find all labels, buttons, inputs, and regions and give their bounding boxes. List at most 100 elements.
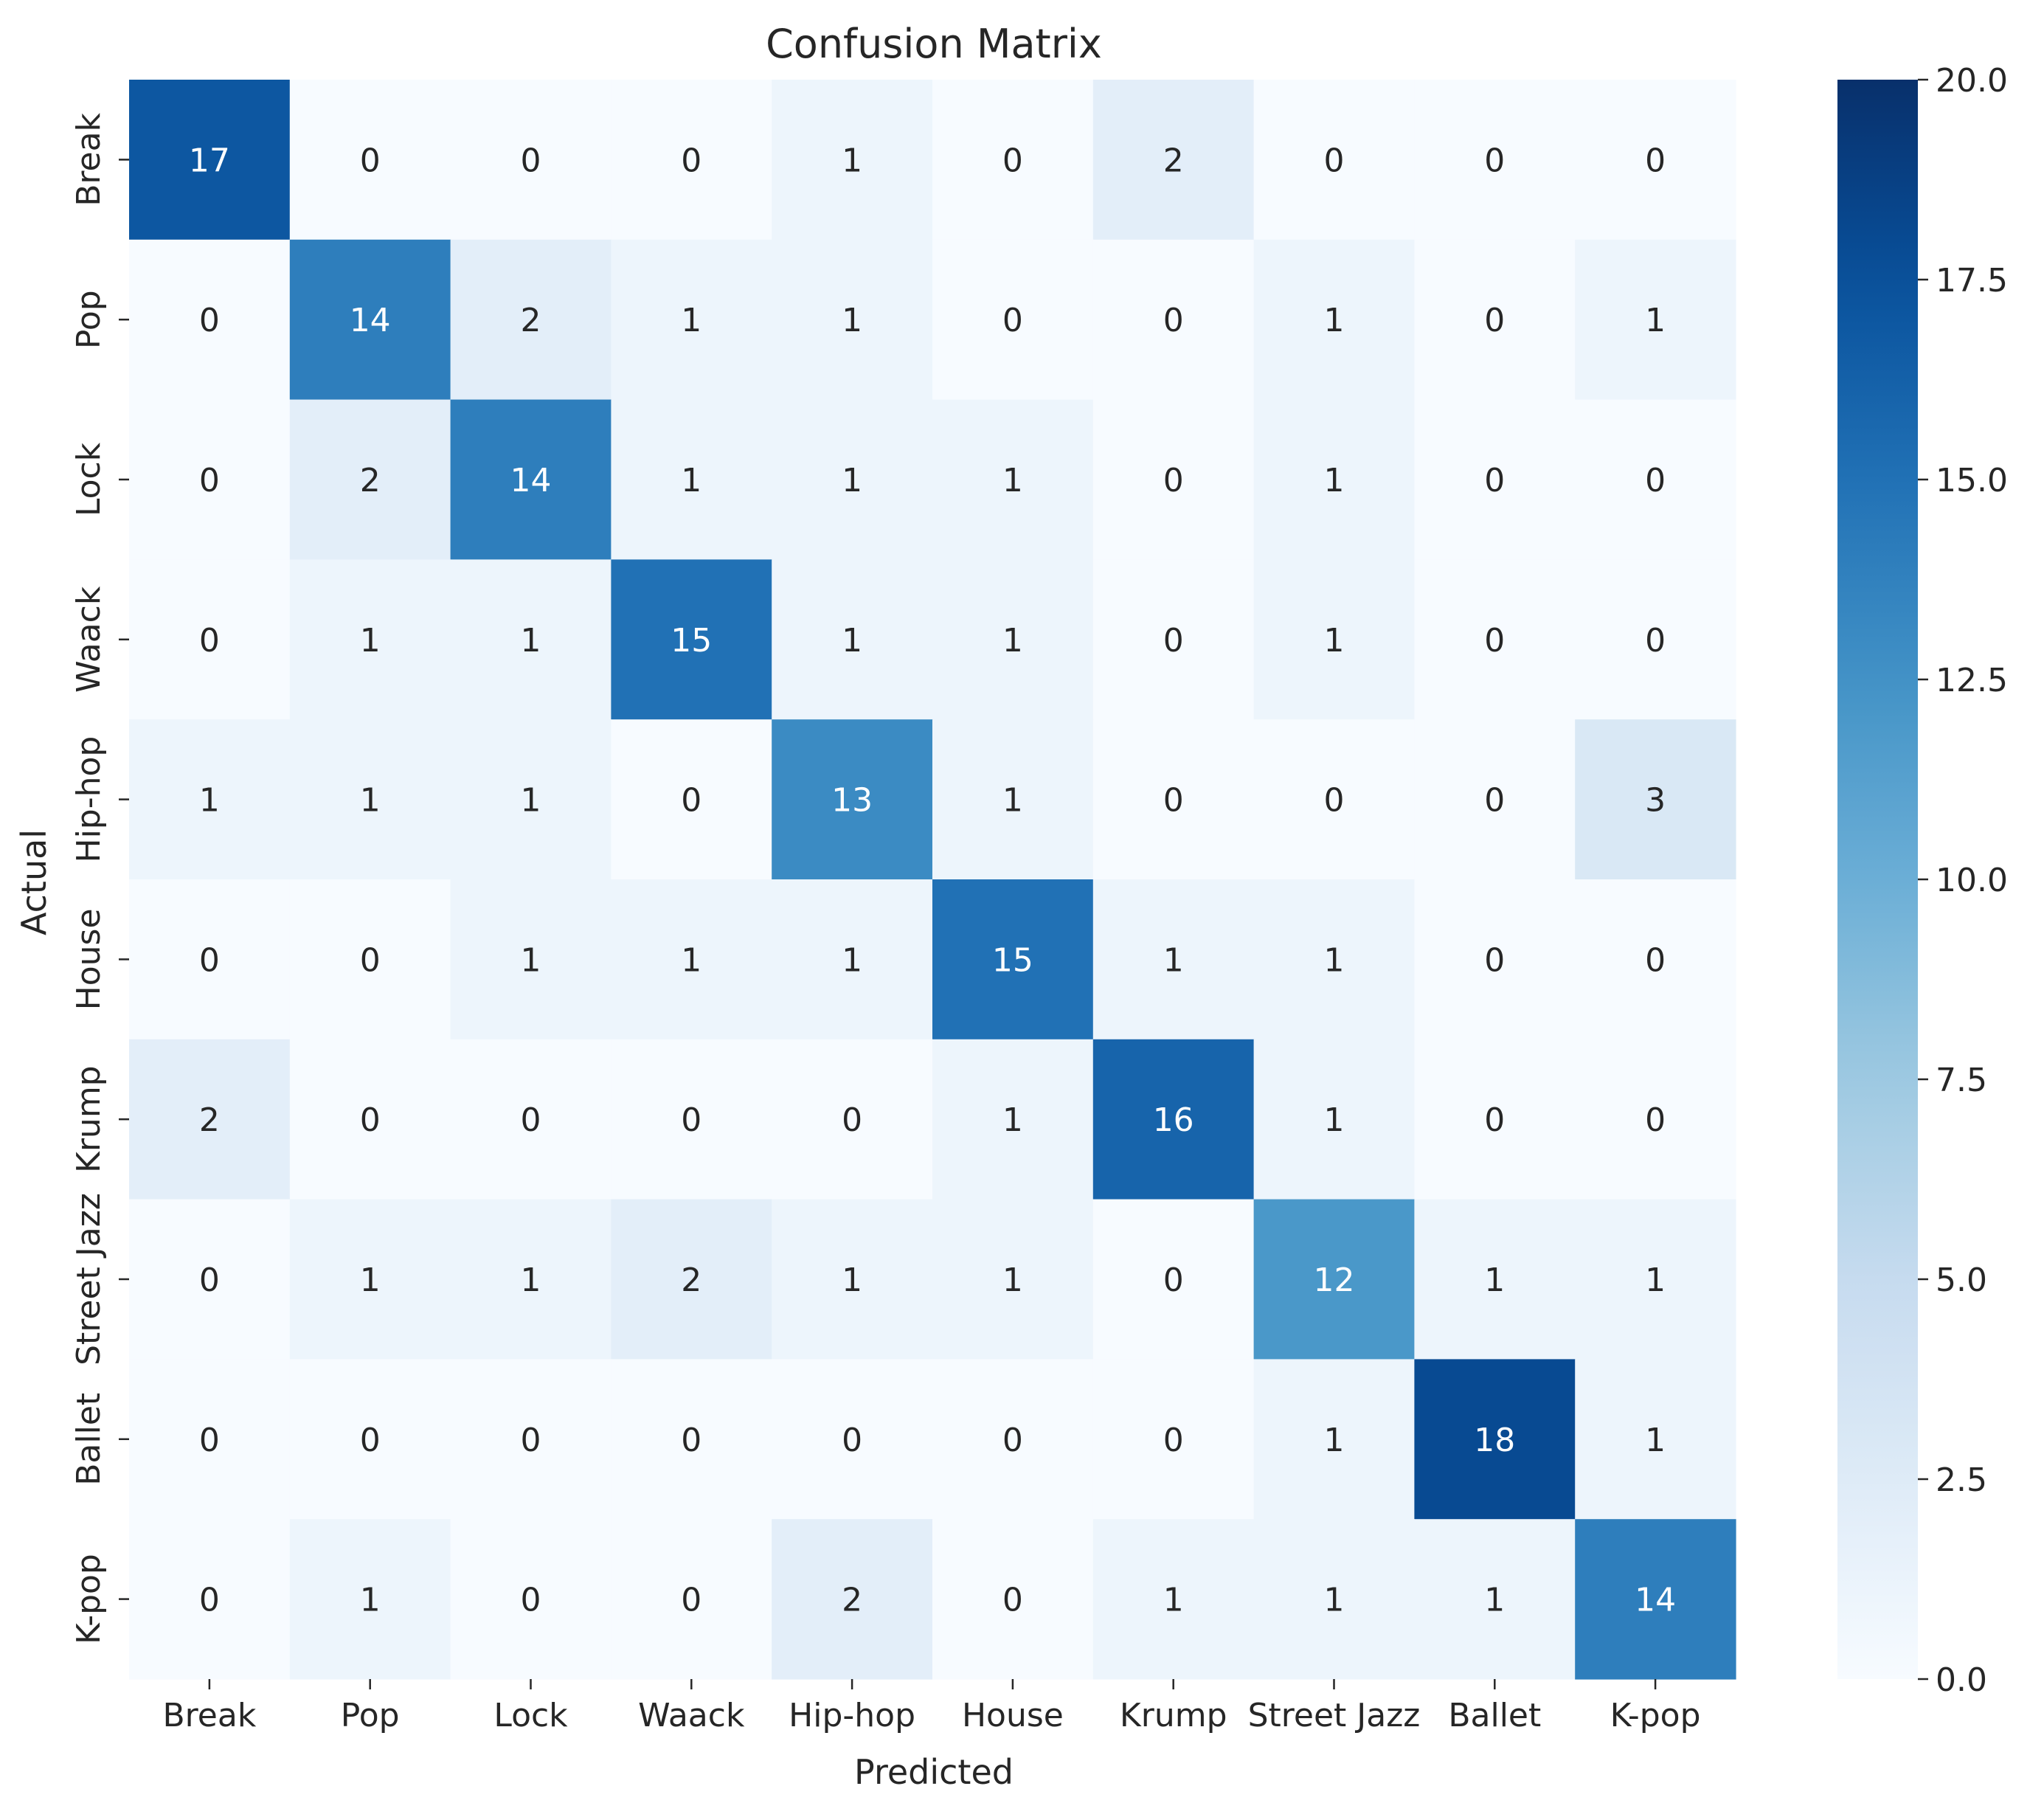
heatmap-cell [772,80,933,240]
heatmap-cell [1092,879,1255,1040]
heatmap-cell [1414,1039,1576,1200]
heatmap-cell [1414,239,1576,401]
cell-value-label: 1 [521,782,541,820]
heatmap-cell [289,719,451,880]
heatmap-cell [611,719,772,880]
cell-value-label: 0 [1645,622,1666,660]
cell-value-label: 0 [1484,941,1505,979]
cell-value-label: 0 [842,1101,862,1139]
heatmap-cell [932,399,1094,560]
heatmap-cell [1092,1039,1255,1200]
heatmap-cell [1092,1359,1255,1520]
cell-value-label: 0 [1163,1262,1184,1299]
cell-value-label: 1 [1645,1262,1666,1299]
cell-value-label: 1 [360,622,381,660]
cell-value-label: 0 [681,782,701,820]
cell-value-label: 0 [1645,142,1666,179]
cell-value-label: 1 [842,1262,862,1299]
heatmap-cell [772,1519,933,1680]
cell-value-label: 0 [681,142,701,179]
cell-value-label: 0 [199,941,220,979]
heatmap-cell [289,879,451,1040]
x-tick-label: K-pop [1610,1697,1701,1734]
cell-value-label: 1 [1324,622,1345,660]
cell-value-label: 0 [199,1262,220,1299]
cell-value-label: 0 [1163,1422,1184,1459]
heatmap-cell [611,399,772,560]
cell-value-label: 0 [199,1422,220,1459]
heatmap-cell [1575,1199,1736,1360]
x-axis-ticks: Break Pop Lock Waack Hip-hop House Krump Street… [162,1679,1701,1734]
heatmap-cell [1575,879,1736,1040]
heatmap-cell [1575,1359,1736,1520]
cell-value-label: 1 [199,782,220,820]
heatmap-cell [1092,559,1255,720]
heatmap-cells: 17 0 0 0 1 0 2 0 0 0 0 14 2 1 1 0 0 1 0 1 0 2 14 1 1 1 0 1 0 0 0 1 1 15 1 1… [129,80,1736,1680]
cell-value-label: 1 [681,462,701,499]
heatmap-cell [611,1199,772,1360]
cell-value-label: 1 [521,1262,541,1299]
heatmap-cell [1414,1199,1576,1360]
cell-value-label: 0 [1484,302,1505,339]
heatmap-cell [932,1519,1094,1680]
colorbar-tick-label: 0.0 [1936,1661,1987,1699]
y-tick-label: Krump [70,1065,108,1173]
heatmap-cell [932,239,1094,401]
cell-value-label: 2 [681,1262,701,1299]
colorbar-tick-label: 2.5 [1936,1461,1987,1499]
cell-value-label: 0 [842,1422,862,1459]
x-tick-label: Pop [341,1697,400,1734]
heatmap-cell [129,1039,291,1200]
heatmap-cell [1575,559,1736,720]
x-tick-label: Ballet [1448,1697,1541,1734]
heatmap-cell [1414,1519,1576,1680]
heatmap-cell [129,719,291,880]
heatmap-cell [932,719,1094,880]
colorbar-tick-label: 10.0 [1936,862,2008,899]
x-tick-label: Break [162,1697,256,1734]
cell-value-label: 2 [1163,142,1184,179]
cell-value-label: 1 [681,302,701,339]
heatmap-cell [450,399,612,560]
cell-value-label: 14 [1635,1582,1676,1619]
heatmap-cell [1253,80,1415,240]
heatmap-cell [1575,719,1736,880]
heatmap-cell [289,1039,451,1200]
cell-value-label: 1 [681,941,701,979]
cell-value-label: 0 [521,142,541,179]
cell-value-label: 1 [1324,941,1345,979]
heatmap-cell [1253,719,1415,880]
cell-value-label: 0 [1002,302,1023,339]
cell-value-label: 0 [1002,1422,1023,1459]
heatmap-cell [289,1199,451,1360]
heatmap-cell [1414,559,1576,720]
cell-value-label: 18 [1474,1422,1515,1459]
heatmap-cell [129,239,291,401]
heatmap-cell [450,559,612,720]
cell-value-label: 1 [360,1582,381,1619]
heatmap-cell [450,879,612,1040]
cell-value-label: 1 [842,142,862,179]
cell-value-label: 0 [199,622,220,660]
heatmap-cell [450,239,612,401]
heatmap-cell [611,239,772,401]
heatmap-cell [289,80,451,240]
cell-value-label: 0 [681,1422,701,1459]
heatmap-cell [289,399,451,560]
cell-value-label: 1 [1324,1422,1345,1459]
y-tick-label: Hip-hop [70,736,108,863]
cell-value-label: 1 [842,622,862,660]
cell-value-label: 0 [1002,1582,1023,1619]
heatmap-cell [129,1359,291,1520]
heatmap-cell [611,1519,772,1680]
cell-value-label: 0 [1163,622,1184,660]
cell-value-label: 15 [671,622,712,660]
heatmap-cell [772,879,933,1040]
x-tick-label: Lock [493,1697,568,1734]
heatmap-cell [129,80,291,240]
cell-value-label: 1 [360,782,381,820]
y-axis-label: Actual [14,829,54,935]
cell-value-label: 0 [199,462,220,499]
heatmap-cell [1575,239,1736,401]
heatmap-cell [1092,1199,1255,1360]
